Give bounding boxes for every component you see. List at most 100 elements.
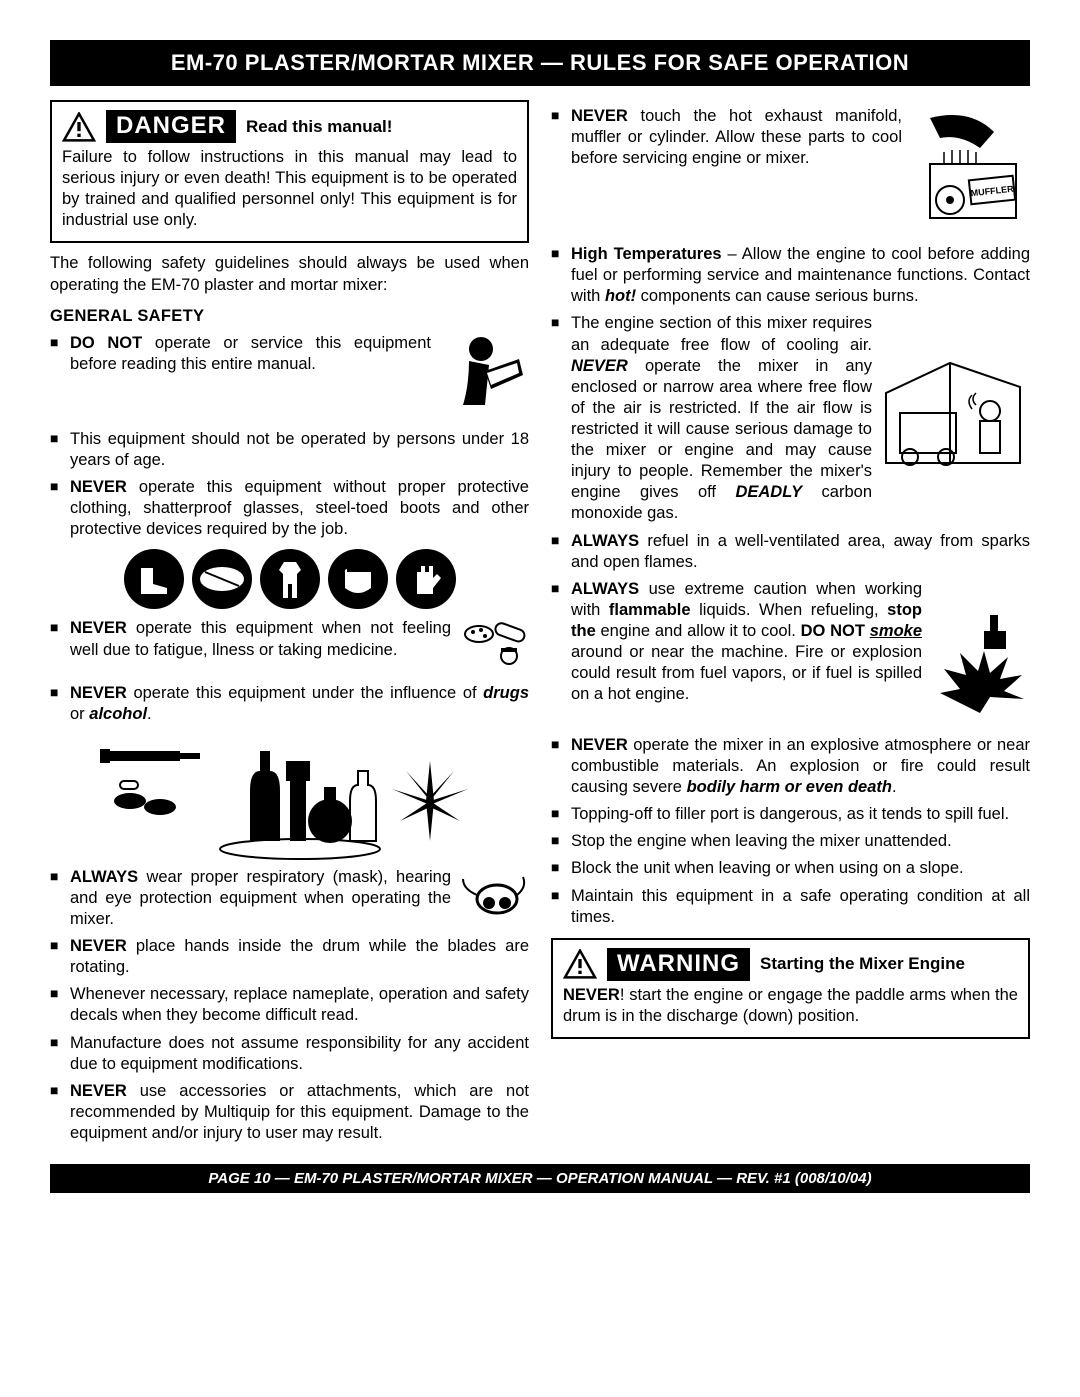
rule-hands-drum: NEVER place hands inside the drum while … [50, 936, 529, 978]
alert-triangle-icon [563, 949, 597, 979]
danger-subtitle: Read this manual! [246, 117, 392, 137]
bold-always: ALWAYS [70, 868, 138, 886]
left-column: DANGER Read this manual! Failure to foll… [50, 100, 529, 1150]
rule-accessories: NEVER use accessories or attachments, wh… [50, 1081, 529, 1144]
warning-box: WARNING Starting the Mixer Engine NEVER!… [551, 938, 1030, 1039]
rule-high-temp: High Temperatures – Allow the engine to … [551, 244, 1030, 307]
rule-age: This equipment should not be operated by… [50, 429, 529, 471]
rule-text: Topping-off to filler port is dangerous,… [571, 805, 1009, 823]
alert-triangle-icon [62, 112, 96, 142]
bold-never: NEVER [70, 619, 127, 637]
two-column-layout: DANGER Read this manual! Failure to foll… [50, 100, 1030, 1150]
rule-refuel-ventilated: ALWAYS refuel in a well-ventilated area,… [551, 531, 1030, 573]
danger-box: DANGER Read this manual! Failure to foll… [50, 100, 529, 243]
rule-text: Maintain this equipment in a safe operat… [571, 887, 1030, 926]
enclosed-area-icon [880, 353, 1030, 479]
em-smoke: smoke [870, 622, 922, 640]
drugs-alcohol-illustration [50, 731, 529, 861]
rule-text: operate this equipment under the influen… [127, 684, 483, 702]
rule-hot-exhaust: MUFFLER NEVER touch the hot exhaust mani… [551, 106, 1030, 238]
bold-never: NEVER [70, 1082, 127, 1100]
rule-medicine: NEVER operate this equipment when not fe… [50, 618, 529, 676]
respirator-icon [459, 869, 529, 925]
bold-never: NEVER [70, 937, 127, 955]
hot-muffler-icon: MUFFLER [910, 108, 1030, 234]
rule-text: refuel in a well-ventilated area, away f… [571, 532, 1030, 571]
rule-decals: Whenever necessary, replace nameplate, o… [50, 984, 529, 1026]
bold-never: NEVER [571, 107, 628, 125]
rule-drugs-alcohol: NEVER operate this equipment under the i… [50, 683, 529, 725]
rule-block-unit: Block the unit when leaving or when usin… [551, 858, 1030, 879]
rule-stop-engine: Stop the engine when leaving the mixer u… [551, 831, 1030, 852]
warning-header: WARNING Starting the Mixer Engine [563, 948, 1018, 981]
page-title: EM-70 PLASTER/MORTAR MIXER — RULES FOR S… [171, 50, 909, 75]
rule-text: The engine section of this mixer require… [571, 314, 872, 353]
rule-text: operate this equipment when not feeling … [70, 619, 451, 658]
rule-text: engine and allow it to cool. [596, 622, 801, 640]
rule-text: Manufacture does not assume responsibili… [70, 1034, 529, 1073]
rule-text: use accessories or attachments, which ar… [70, 1082, 529, 1142]
rule-cooling-air: The engine section of this mixer require… [551, 313, 1030, 524]
rule-text: Block the unit when leaving or when usin… [571, 859, 964, 877]
rule-explosive-atmosphere: NEVER operate the mixer in an explosive … [551, 735, 1030, 798]
medicine-icon [459, 620, 529, 672]
em-alcohol: alcohol [89, 705, 147, 723]
bold-flammable: flammable [609, 601, 691, 619]
rule-text: place hands inside the drum while the bl… [70, 937, 529, 976]
left-rules-list: DO NOT operate or service this equipment… [50, 333, 529, 541]
bold-never: NEVER [70, 684, 127, 702]
rule-flammable: ALWAYS use extreme caution when working … [551, 579, 1030, 729]
left-rules-list-3: ALWAYS wear proper respiratory (mask), h… [50, 867, 529, 1144]
rule-respiratory: ALWAYS wear proper respiratory (mask), h… [50, 867, 529, 930]
face-shield-icon [327, 548, 389, 610]
page-footer-bar: PAGE 10 — EM-70 PLASTER/MORTAR MIXER — O… [50, 1164, 1030, 1193]
warning-body: NEVER! start the engine or engage the pa… [563, 985, 1018, 1027]
explosion-icon [930, 609, 1030, 725]
right-column: MUFFLER NEVER touch the hot exhaust mani… [551, 100, 1030, 1150]
rule-text: . [147, 705, 152, 723]
rule-text: components can cause serious burns. [636, 287, 919, 305]
rule-topping-off: Topping-off to filler port is dangerous,… [551, 804, 1030, 825]
rule-text: Whenever necessary, replace nameplate, o… [70, 985, 529, 1024]
bold-always: ALWAYS [571, 580, 639, 598]
bold-never: NEVER [571, 357, 628, 375]
coveralls-icon [259, 548, 321, 610]
bold-do-not: DO NOT [70, 334, 142, 352]
reading-manual-icon [439, 335, 529, 419]
intro-text: The following safety guidelines should a… [50, 253, 529, 295]
rule-text: . [892, 778, 897, 796]
em-deadly: DEADLY [735, 483, 802, 501]
bold-never: NEVER [563, 986, 620, 1004]
goggles-icon [191, 548, 253, 610]
warning-text: ! start the engine or engage the paddle … [563, 986, 1018, 1025]
rule-modifications: Manufacture does not assume responsibili… [50, 1033, 529, 1075]
em-drugs: drugs [483, 684, 529, 702]
danger-body: Failure to follow instructions in this m… [62, 147, 517, 231]
left-rules-list-2: NEVER operate this equipment when not fe… [50, 618, 529, 724]
footer-text: PAGE 10 — EM-70 PLASTER/MORTAR MIXER — O… [208, 1170, 871, 1187]
rule-text: This equipment should not be operated by… [70, 430, 529, 469]
rule-text: operate this equipment without proper pr… [70, 478, 529, 538]
warning-subtitle: Starting the Mixer Engine [760, 954, 965, 974]
danger-label: DANGER [106, 110, 236, 143]
bold-high-temp: High Temperatures [571, 245, 722, 263]
rule-text: Stop the engine when leaving the mixer u… [571, 832, 952, 850]
right-rules-list: MUFFLER NEVER touch the hot exhaust mani… [551, 106, 1030, 928]
bold-do-not: DO NOT [801, 622, 870, 640]
rule-text: liquids. When refueling, [691, 601, 888, 619]
rule-text: operate the mixer in any enclosed or nar… [571, 357, 872, 502]
ppe-icons-row [50, 548, 529, 610]
warning-label: WARNING [607, 948, 750, 981]
bold-never: NEVER [571, 736, 628, 754]
rule-ppe: NEVER operate this equipment without pro… [50, 477, 529, 540]
bold-always: ALWAYS [571, 532, 639, 550]
rule-text: or [70, 705, 89, 723]
general-safety-heading: GENERAL SAFETY [50, 306, 529, 327]
rule-read-manual: DO NOT operate or service this equipment… [50, 333, 529, 423]
page-title-bar: EM-70 PLASTER/MORTAR MIXER — RULES FOR S… [50, 40, 1030, 86]
gloves-icon [395, 548, 457, 610]
boot-icon [123, 548, 185, 610]
rule-text: around or near the machine. Fire or expl… [571, 643, 922, 703]
rule-maintain: Maintain this equipment in a safe operat… [551, 886, 1030, 928]
muffler-label: MUFFLER [970, 184, 1014, 198]
